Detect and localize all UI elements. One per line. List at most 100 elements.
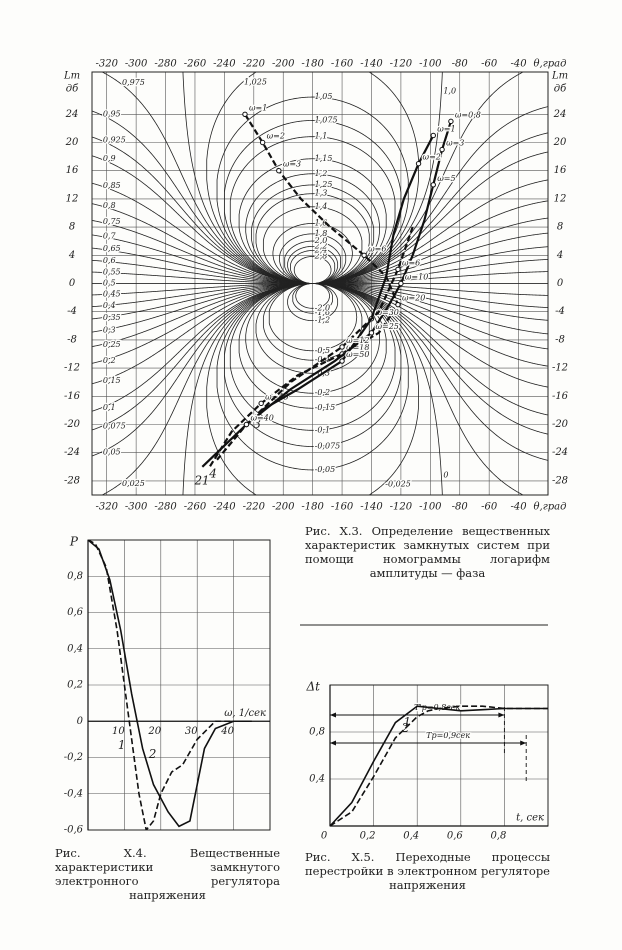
- point-label: ω=70: [250, 414, 273, 423]
- point-marker: [430, 132, 436, 139]
- y-tick-label: 16: [66, 165, 79, 176]
- y-tick-label: -20: [64, 419, 81, 430]
- y-tick-label: 8: [557, 222, 563, 233]
- point-label: ω=3: [283, 160, 301, 169]
- contour-line: [92, 271, 548, 284]
- point-label: ω=10: [405, 273, 428, 282]
- x-tick-label: -220: [243, 59, 266, 70]
- contour-label: 0,9: [103, 154, 116, 163]
- y-tick-label: 0,8: [67, 571, 83, 582]
- x-tick-label: -300: [125, 502, 148, 513]
- y-tick-label: -0,6: [64, 825, 84, 836]
- contour-label: 1,15: [315, 154, 333, 163]
- contour-label: 0,85: [103, 181, 121, 190]
- point-marker: [276, 168, 282, 174]
- contour-label: 1,05: [315, 92, 333, 101]
- point-marker: [395, 301, 401, 308]
- contour-line: [92, 283, 548, 296]
- point-label: ω=20: [402, 294, 425, 303]
- point-label: ω=6: [402, 258, 420, 267]
- point-label: ω=1: [437, 124, 455, 133]
- contour-label: -0,1: [315, 425, 330, 434]
- y-tick-label: -8: [67, 334, 77, 345]
- y-tick-label: -4: [67, 306, 77, 317]
- dimension-label: T'р=0,8сек: [414, 703, 460, 712]
- contour-label: -0,025: [385, 479, 411, 488]
- contour-label: 0,6: [103, 256, 116, 265]
- contour-line: [295, 283, 330, 309]
- contour-label: 0,55: [103, 267, 121, 276]
- contour-label: 1,3: [315, 189, 328, 198]
- y-tick-label: 20: [553, 137, 567, 148]
- caption: Рис. X.5. Переходные процессы перестройк…: [305, 850, 550, 892]
- y-tick-label: -12: [64, 363, 80, 374]
- series-label: 1: [202, 473, 210, 487]
- contour-label: 0,35: [103, 313, 121, 322]
- contour-label: 1,075: [315, 115, 338, 124]
- y-axis-label: Lm: [551, 71, 568, 82]
- x-tick-label: 10: [112, 726, 125, 737]
- x-tick-label: -260: [184, 502, 207, 513]
- x-tick-label: -160: [331, 59, 354, 70]
- point-marker: [339, 358, 345, 364]
- contour-label: 2,4: [314, 245, 328, 254]
- series-label: 1: [403, 715, 411, 729]
- point-label: ω=3: [446, 139, 464, 148]
- x-tick-label: -60: [481, 502, 498, 513]
- contour-label: -1,6: [315, 308, 330, 317]
- y-tick-label: 8: [69, 222, 75, 233]
- y-tick-label: -0,2: [64, 752, 83, 763]
- series-label: 1: [118, 738, 126, 752]
- point-label: ω=40: [250, 414, 273, 423]
- point-marker: [439, 146, 445, 153]
- point-label: ω=0,8: [455, 110, 481, 119]
- y-tick-label: -28: [64, 475, 80, 486]
- x-tick-label: 0,8: [490, 831, 506, 842]
- series-label: 3: [253, 417, 261, 431]
- y-tick-label: 0,8: [309, 727, 325, 738]
- contour-label: 2,2: [314, 241, 328, 250]
- contour-label: 1,6: [315, 218, 328, 227]
- caption: Рис. X.4. Вещественные характеристики за…: [55, 846, 280, 902]
- y-tick-label: 12: [554, 193, 567, 204]
- point-label: ω=45: [265, 392, 288, 401]
- x-tick-label: 0,2: [360, 831, 376, 842]
- caption: Рис. X.3. Определение вещественных харак…: [305, 524, 550, 580]
- contour-label: 0,025: [122, 479, 145, 488]
- x-tick-label: 0: [321, 831, 328, 842]
- y-tick-label: -24: [552, 447, 568, 458]
- contour-label: 0: [443, 470, 448, 479]
- contour-label: 1,025: [244, 78, 267, 87]
- series-label: 2: [194, 473, 203, 487]
- y-tick-label: -16: [552, 391, 569, 402]
- y-tick-label: 24: [553, 109, 567, 120]
- y-axis-unit: дб: [66, 84, 79, 95]
- contour-label: 0,15: [103, 376, 121, 385]
- point-label: ω=25: [375, 322, 398, 331]
- x-axis-label: θ,град: [534, 59, 567, 70]
- x-tick-label: -240: [213, 502, 236, 513]
- contour-label: 0,25: [103, 340, 121, 349]
- x-tick-label: -100: [419, 502, 442, 513]
- point-label: ω=12: [346, 336, 369, 345]
- y-tick-label: -8: [555, 334, 565, 345]
- contour-label: 0,1: [103, 403, 116, 412]
- y-axis-unit: дб: [554, 84, 567, 95]
- contour-label: 0,5: [103, 279, 116, 288]
- y-axis-label: Δt: [306, 680, 321, 694]
- x-tick-label: -60: [481, 59, 498, 70]
- contour-label: 0,45: [103, 290, 121, 299]
- contour-label: -1,2: [315, 316, 330, 325]
- contour-label: -2,0: [315, 303, 330, 312]
- point-marker: [368, 330, 375, 336]
- nomogram: -320-320-300-300-280-280-260-260-240-240…: [63, 59, 569, 513]
- contour-label: 0,7: [103, 231, 117, 240]
- series-line: [260, 134, 435, 412]
- series-line: [330, 705, 548, 826]
- contour-label: 0,975: [122, 78, 145, 87]
- y-tick-label: 20: [65, 137, 79, 148]
- y-tick-label: 16: [554, 165, 567, 176]
- y-tick-label: 12: [66, 193, 79, 204]
- y-tick-label: -28: [552, 475, 568, 486]
